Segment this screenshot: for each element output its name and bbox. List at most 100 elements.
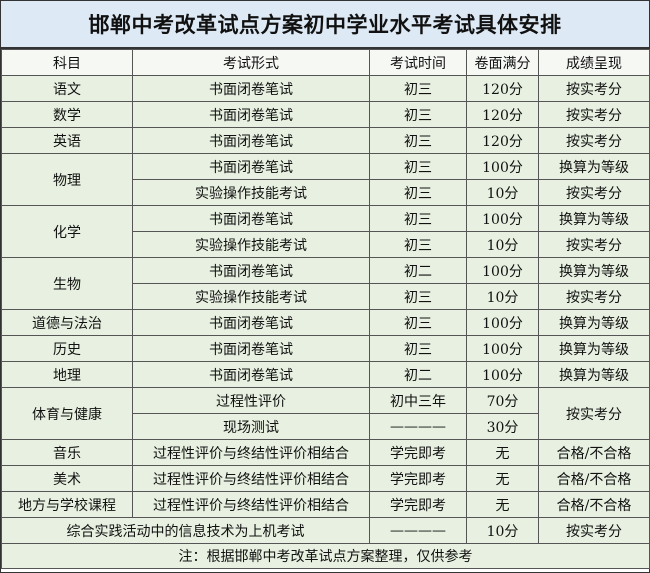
time-cell: 初二	[369, 361, 467, 388]
note-row: 注：根据邯郸中考改革试点方案整理，仅供参考	[1, 543, 650, 569]
result-cell: 按实考分	[538, 75, 650, 102]
header-time: 考试时间	[369, 49, 467, 76]
result-cell: 合格/不合格	[538, 491, 650, 518]
form-cell: 过程性评价与终结性评价相结合	[132, 491, 370, 518]
subject-cell: 英语	[1, 127, 133, 154]
time-cell: 初三	[369, 309, 467, 336]
table-row: 地理 书面闭卷笔试 初二 100分 换算为等级	[1, 361, 650, 388]
form-cell: 书面闭卷笔试	[132, 205, 370, 232]
footnote: 注：根据邯郸中考改革试点方案整理，仅供参考	[1, 543, 650, 569]
time-cell: 初三	[369, 153, 467, 180]
score-cell: 100分	[466, 335, 539, 362]
table-row: 地方与学校课程 过程性评价与终结性评价相结合 学完即考 无 合格/不合格	[1, 491, 650, 518]
table-row: 化学 书面闭卷笔试 初三 100分 换算为等级	[1, 205, 650, 258]
score-cell: 无	[466, 465, 539, 492]
subject-cell: 美术	[1, 465, 133, 492]
table-row: 生物 书面闭卷笔试 初二 100分 换算为等级	[1, 257, 650, 310]
form-cell: 书面闭卷笔试	[132, 75, 370, 102]
score-cell: 10分	[466, 517, 539, 544]
result-cell: 合格/不合格	[538, 439, 650, 466]
time-cell: 初三	[369, 205, 467, 232]
table-row: 物理 书面闭卷笔试 初三 100分 换算为等级	[1, 153, 650, 206]
time-cell: 初三	[369, 283, 467, 310]
score-cell: 120分	[466, 127, 539, 154]
score-cell: 无	[466, 491, 539, 518]
subject-cell: 历史	[1, 335, 133, 362]
form-cell: 实验操作技能考试	[132, 179, 370, 206]
form-cell: 实验操作技能考试	[132, 283, 370, 310]
score-cell: 100分	[466, 257, 539, 284]
subject-cell: 化学	[1, 205, 133, 258]
form-cell: 书面闭卷笔试	[132, 101, 370, 128]
form-cell: 实验操作技能考试	[132, 231, 370, 258]
time-cell: ————	[369, 517, 467, 544]
time-cell: 初三	[369, 127, 467, 154]
subject-cell: 综合实践活动中的信息技术为上机考试	[1, 517, 370, 544]
time-cell: 初三	[369, 101, 467, 128]
subject-cell: 物理	[1, 153, 133, 206]
score-cell: 120分	[466, 101, 539, 128]
score-cell: 100分	[466, 205, 539, 232]
table-row: 道德与法治 书面闭卷笔试 初三 100分 换算为等级	[1, 309, 650, 336]
table-row: 现场测试 ———— 30分	[2, 413, 650, 440]
score-cell: 10分	[466, 283, 539, 310]
result-cell: 换算为等级	[538, 361, 650, 388]
result-cell: 换算为等级	[538, 335, 650, 362]
form-cell: 书面闭卷笔试	[132, 335, 370, 362]
subject-cell: 体育与健康	[1, 387, 133, 440]
score-cell: 100分	[466, 361, 539, 388]
form-cell: 书面闭卷笔试	[132, 309, 370, 336]
subject-cell: 地方与学校课程	[1, 491, 133, 518]
time-cell: 初三	[369, 335, 467, 362]
result-cell: 按实考分	[538, 101, 650, 128]
result-cell: 按实考分	[538, 231, 650, 258]
result-cell: 换算为等级	[538, 309, 650, 336]
result-cell: 按实考分	[538, 387, 650, 440]
header-result: 成绩呈现	[538, 49, 650, 76]
form-cell: 书面闭卷笔试	[132, 361, 370, 388]
table-row: 数学 书面闭卷笔试 初三 120分 按实考分	[1, 101, 650, 128]
form-cell: 过程性评价与终结性评价相结合	[132, 439, 370, 466]
score-cell: 30分	[466, 413, 539, 440]
time-cell: 学完即考	[369, 439, 467, 466]
table-row: 实验操作技能考试 初三 10分 按实考分	[2, 179, 650, 206]
table-header-row: 科目 考试形式 考试时间 卷面满分 成绩呈现	[1, 49, 650, 76]
subject-cell: 数学	[1, 101, 133, 128]
result-cell: 按实考分	[538, 517, 650, 544]
exam-schedule-table: 科目 考试形式 考试时间 卷面满分 成绩呈现 语文 书面闭卷笔试 初三 120分…	[1, 49, 650, 569]
table-row: 实验操作技能考试 初三 10分 按实考分	[2, 283, 650, 310]
table-row: 美术 过程性评价与终结性评价相结合 学完即考 无 合格/不合格	[1, 465, 650, 492]
header-subject: 科目	[1, 49, 133, 76]
form-cell: 书面闭卷笔试	[132, 127, 370, 154]
result-cell: 按实考分	[538, 179, 650, 206]
table-row: 英语 书面闭卷笔试 初三 120分 按实考分	[1, 127, 650, 154]
result-cell: 按实考分	[538, 283, 650, 310]
time-cell: 学完即考	[369, 491, 467, 518]
result-cell: 合格/不合格	[538, 465, 650, 492]
form-cell: 书面闭卷笔试	[132, 153, 370, 180]
result-cell: 换算为等级	[538, 205, 650, 232]
score-cell: 10分	[466, 179, 539, 206]
time-cell: 学完即考	[369, 465, 467, 492]
subject-cell: 地理	[1, 361, 133, 388]
time-cell: 初中三年	[369, 387, 467, 414]
subject-cell: 音乐	[1, 439, 133, 466]
table-row: 实验操作技能考试 初三 10分 按实考分	[2, 231, 650, 258]
result-cell: 换算为等级	[538, 153, 650, 180]
subject-cell: 生物	[1, 257, 133, 310]
form-cell: 书面闭卷笔试	[132, 257, 370, 284]
time-cell: 初三	[369, 231, 467, 258]
result-cell: 换算为等级	[538, 257, 650, 284]
form-cell: 现场测试	[132, 413, 370, 440]
score-cell: 120分	[466, 75, 539, 102]
time-cell: 初三	[369, 75, 467, 102]
time-cell: ————	[369, 413, 467, 440]
result-cell: 按实考分	[538, 127, 650, 154]
table-row: 历史 书面闭卷笔试 初三 100分 换算为等级	[1, 335, 650, 362]
score-cell: 10分	[466, 231, 539, 258]
score-cell: 70分	[466, 387, 539, 414]
table-row: 综合实践活动中的信息技术为上机考试 ———— 10分 按实考分	[1, 517, 650, 544]
subject-cell: 道德与法治	[1, 309, 133, 336]
form-cell: 过程性评价与终结性评价相结合	[132, 465, 370, 492]
